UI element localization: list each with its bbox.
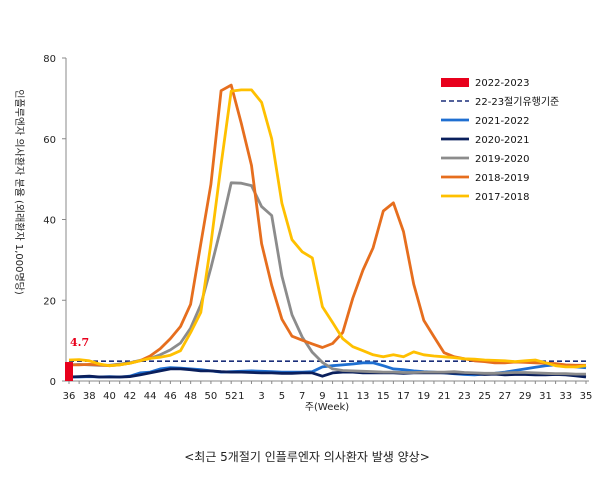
x-tick-label: 3 <box>258 391 264 402</box>
x-tick-label: 25 <box>478 391 491 402</box>
y-tick-label: 0 <box>50 377 56 388</box>
y-tick-label: 80 <box>43 54 56 65</box>
x-tick-label: 29 <box>519 391 532 402</box>
figure-caption: <최근 5개절기 인플루엔자 의사환자 발생 양상> <box>184 450 430 464</box>
x-tick-label: 46 <box>164 391 177 402</box>
x-tick-label: 35 <box>580 391 593 402</box>
y-tick-label: 20 <box>43 296 56 307</box>
x-tick-label: 38 <box>83 391 96 402</box>
chart-series: 4.7 <box>65 83 587 381</box>
x-tick-label: 48 <box>184 391 197 402</box>
x-tick-label: 44 <box>144 391 157 402</box>
legend-label: 2018-2019 <box>475 173 530 184</box>
x-axis-title: 주(Week) <box>305 402 349 413</box>
bar-2022-2023 <box>65 362 73 381</box>
x-tick-label: 13 <box>357 391 370 402</box>
x-tick-label: 7 <box>299 391 305 402</box>
x-tick-label: 36 <box>63 391 76 402</box>
x-tick-label: 42 <box>123 391 136 402</box>
x-tick-label: 21 <box>438 391 451 402</box>
chart-legend: 2022-2023 22-23절기유행기준 2021-2022 2020-2021 20… <box>441 78 559 203</box>
series-line-2017-2018 <box>68 88 587 369</box>
x-tick-label: 23 <box>458 391 471 402</box>
x-tick-label: 52 <box>225 391 238 402</box>
legend-label: 2020-2021 <box>475 135 530 146</box>
x-tick-label: 40 <box>103 391 116 402</box>
x-tick-label: 9 <box>319 391 325 402</box>
y-axis-title: 인플루엔자 의사환자 분율 (외래환자 1,000명당) <box>13 89 25 295</box>
legend-label: 2017-2018 <box>475 192 530 203</box>
x-tick-label: 11 <box>336 391 349 402</box>
legend-label: 2021-2022 <box>475 116 530 127</box>
x-tick-label: 1 <box>238 391 244 402</box>
x-tick-label: 50 <box>205 391 218 402</box>
legend-swatch <box>441 78 469 87</box>
x-tick-label: 15 <box>377 391 390 402</box>
x-tick-label: 31 <box>539 391 552 402</box>
y-tick-label: 60 <box>43 135 56 146</box>
x-tick-label: 5 <box>279 391 285 402</box>
annotation-label: 4.7 <box>70 336 89 349</box>
y-tick-label: 40 <box>43 216 56 227</box>
legend-label: 22-23절기유행기준 <box>475 95 559 108</box>
x-tick-label: 17 <box>397 391 410 402</box>
x-tick-label: 19 <box>417 391 430 402</box>
legend-label: 2019-2020 <box>475 154 530 165</box>
legend-label: 2022-2023 <box>475 78 530 89</box>
x-tick-label: 27 <box>499 391 512 402</box>
x-tick-label: 33 <box>559 391 572 402</box>
series-line-2018-2019 <box>69 83 586 368</box>
